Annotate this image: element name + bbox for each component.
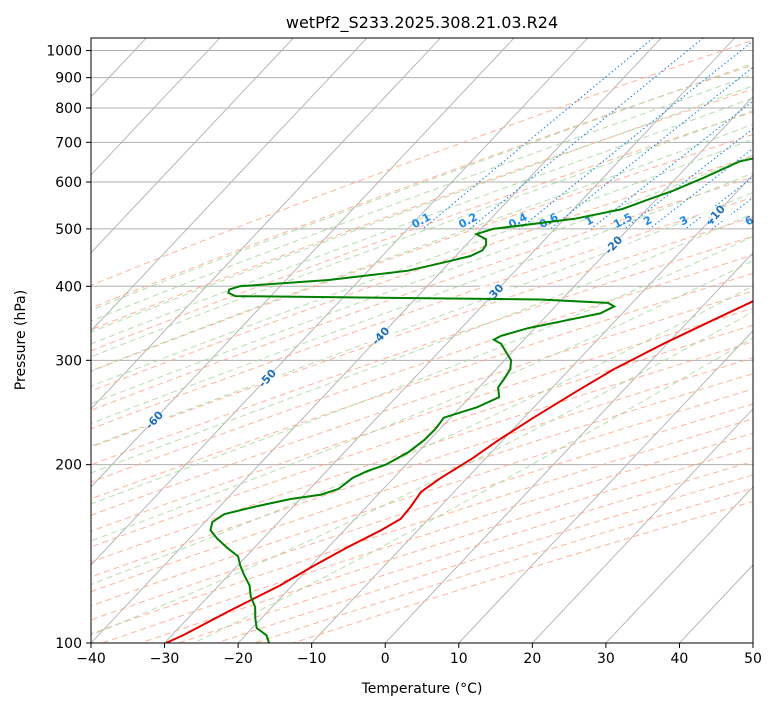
mixing-ratio-line	[422, 38, 654, 230]
isotherm-line	[0, 38, 73, 643]
moist-adiabat-line	[91, 110, 753, 358]
isotherm-line	[679, 564, 753, 643]
isotherm-line	[91, 38, 221, 176]
x-tick-label: −40	[76, 651, 106, 667]
isotherm-line	[237, 96, 753, 643]
dry-adiabat-line	[178, 460, 753, 643]
isotherm-label-bg	[479, 285, 510, 300]
moist-adiabat-line	[91, 212, 753, 474]
dry-adiabat-line	[140, 446, 753, 643]
isotherm-line	[91, 38, 294, 254]
mixing-ratio-line	[550, 66, 753, 230]
temperature-profile-line	[165, 300, 753, 643]
dry-adiabat-line	[102, 432, 753, 643]
dry-adiabat-line	[91, 373, 753, 593]
plot-frame	[90, 37, 754, 644]
y-tick-label: 800	[55, 101, 82, 117]
dry-adiabat-lines	[91, 39, 753, 643]
isotherm-label-bg	[701, 206, 732, 221]
y-axis-ticks: 100 200 300 400 500 600 700 800 900 1000	[46, 44, 91, 652]
mixing-ratio-label: 3	[677, 213, 690, 228]
dry-adiabat-line	[91, 176, 753, 411]
isotherm-line	[91, 38, 368, 332]
x-tick-label: 50	[744, 651, 762, 667]
isotherm-line	[605, 486, 753, 643]
mixing-ratio-label: 8	[771, 213, 775, 228]
y-tick-label: 300	[55, 353, 82, 369]
x-tick-label: −20	[223, 651, 253, 667]
mixing-ratio-line	[469, 38, 704, 230]
y-tick-label: 500	[55, 222, 82, 238]
moist-adiabat-line	[91, 123, 753, 372]
y-axis-label: Pressure (hPa)	[13, 290, 29, 390]
isotherm-label-bg	[252, 371, 283, 386]
dry-adiabat-line	[91, 403, 753, 621]
isotherm-label: 40	[0, 0, 8, 3]
y-tick-label: 900	[55, 71, 82, 87]
dry-adiabat-line	[91, 357, 753, 578]
dry-adiabat-line	[91, 133, 753, 372]
moist-adiabat-line	[91, 154, 753, 405]
isotherm-line	[164, 38, 736, 643]
isotherm-label-bg	[139, 412, 170, 427]
dry-adiabat-line	[91, 88, 753, 331]
x-tick-label: 0	[381, 651, 390, 667]
isotherm-line	[458, 330, 753, 643]
moist-adiabat-line	[91, 85, 753, 333]
y-tick-label: 200	[55, 458, 82, 474]
background-line-labels: 0.10.20.40.611.52346810131620253036-100-…	[0, 0, 775, 477]
dry-adiabat-line	[91, 235, 753, 466]
moist-adiabat-line	[193, 337, 753, 643]
isotherm-line	[91, 38, 441, 410]
mixing-ratio-line	[750, 226, 753, 230]
mixing-ratio-line	[519, 40, 753, 230]
isotherm-line	[752, 642, 753, 643]
isotherm-label: -70	[27, 453, 50, 477]
x-tick-label: 20	[523, 651, 541, 667]
dewpoint-profile-line	[209, 157, 753, 643]
isotherm-label-bg	[0, 0, 20, 14]
y-tick-label: 400	[55, 279, 82, 295]
moist-adiabat-line	[91, 62, 753, 311]
x-tick-label: 40	[671, 651, 689, 667]
sounding-series	[165, 157, 753, 643]
mixing-ratio-label: 0.1	[410, 210, 433, 231]
y-tick-label: 600	[55, 175, 82, 191]
isotherm-line	[532, 408, 753, 643]
x-tick-label: −10	[297, 651, 327, 667]
y-tick-label: 1000	[46, 44, 82, 60]
mixing-ratio-line	[624, 127, 753, 230]
y-tick-label: 700	[55, 135, 82, 151]
y-tick-label: 100	[55, 636, 82, 652]
isotherm-label-bg	[23, 458, 53, 472]
x-tick-label: 30	[597, 651, 615, 667]
isotherm-line	[91, 38, 515, 488]
moist-adiabat-line	[91, 191, 753, 447]
dry-adiabat-line	[91, 216, 753, 448]
x-tick-label: 10	[450, 651, 468, 667]
moist-adiabat-line	[91, 172, 753, 425]
isotherm-line	[91, 38, 588, 566]
dry-adiabat-line	[91, 111, 753, 352]
isotherm-label-bg	[598, 237, 629, 252]
mixing-ratio-label: 6	[743, 213, 756, 228]
chart-title: wetPf2_S233.2025.308.21.03.R24	[286, 13, 558, 33]
plot-area: 0.10.20.40.611.52346810131620253036-100-…	[0, 0, 775, 643]
dry-adiabat-line	[91, 324, 753, 548]
x-axis-ticks: −40 −30 −20 −10 0 10 20 30 40 50	[76, 643, 762, 667]
isotherm-label-bg	[365, 328, 396, 343]
pressure-grid	[91, 50, 753, 643]
x-tick-label: −30	[150, 651, 180, 667]
mixing-ratio-line	[685, 176, 753, 230]
mixing-ratio-label: 1.5	[611, 210, 634, 231]
x-axis-label: Temperature (°C)	[361, 681, 483, 697]
dry-adiabat-line	[91, 64, 753, 309]
dry-adiabat-line	[91, 272, 753, 500]
moist-adiabat-lines	[91, 62, 753, 643]
moist-adiabat-line	[91, 73, 753, 322]
mixing-ratio-lines	[422, 38, 753, 230]
dry-adiabat-line	[91, 155, 753, 392]
